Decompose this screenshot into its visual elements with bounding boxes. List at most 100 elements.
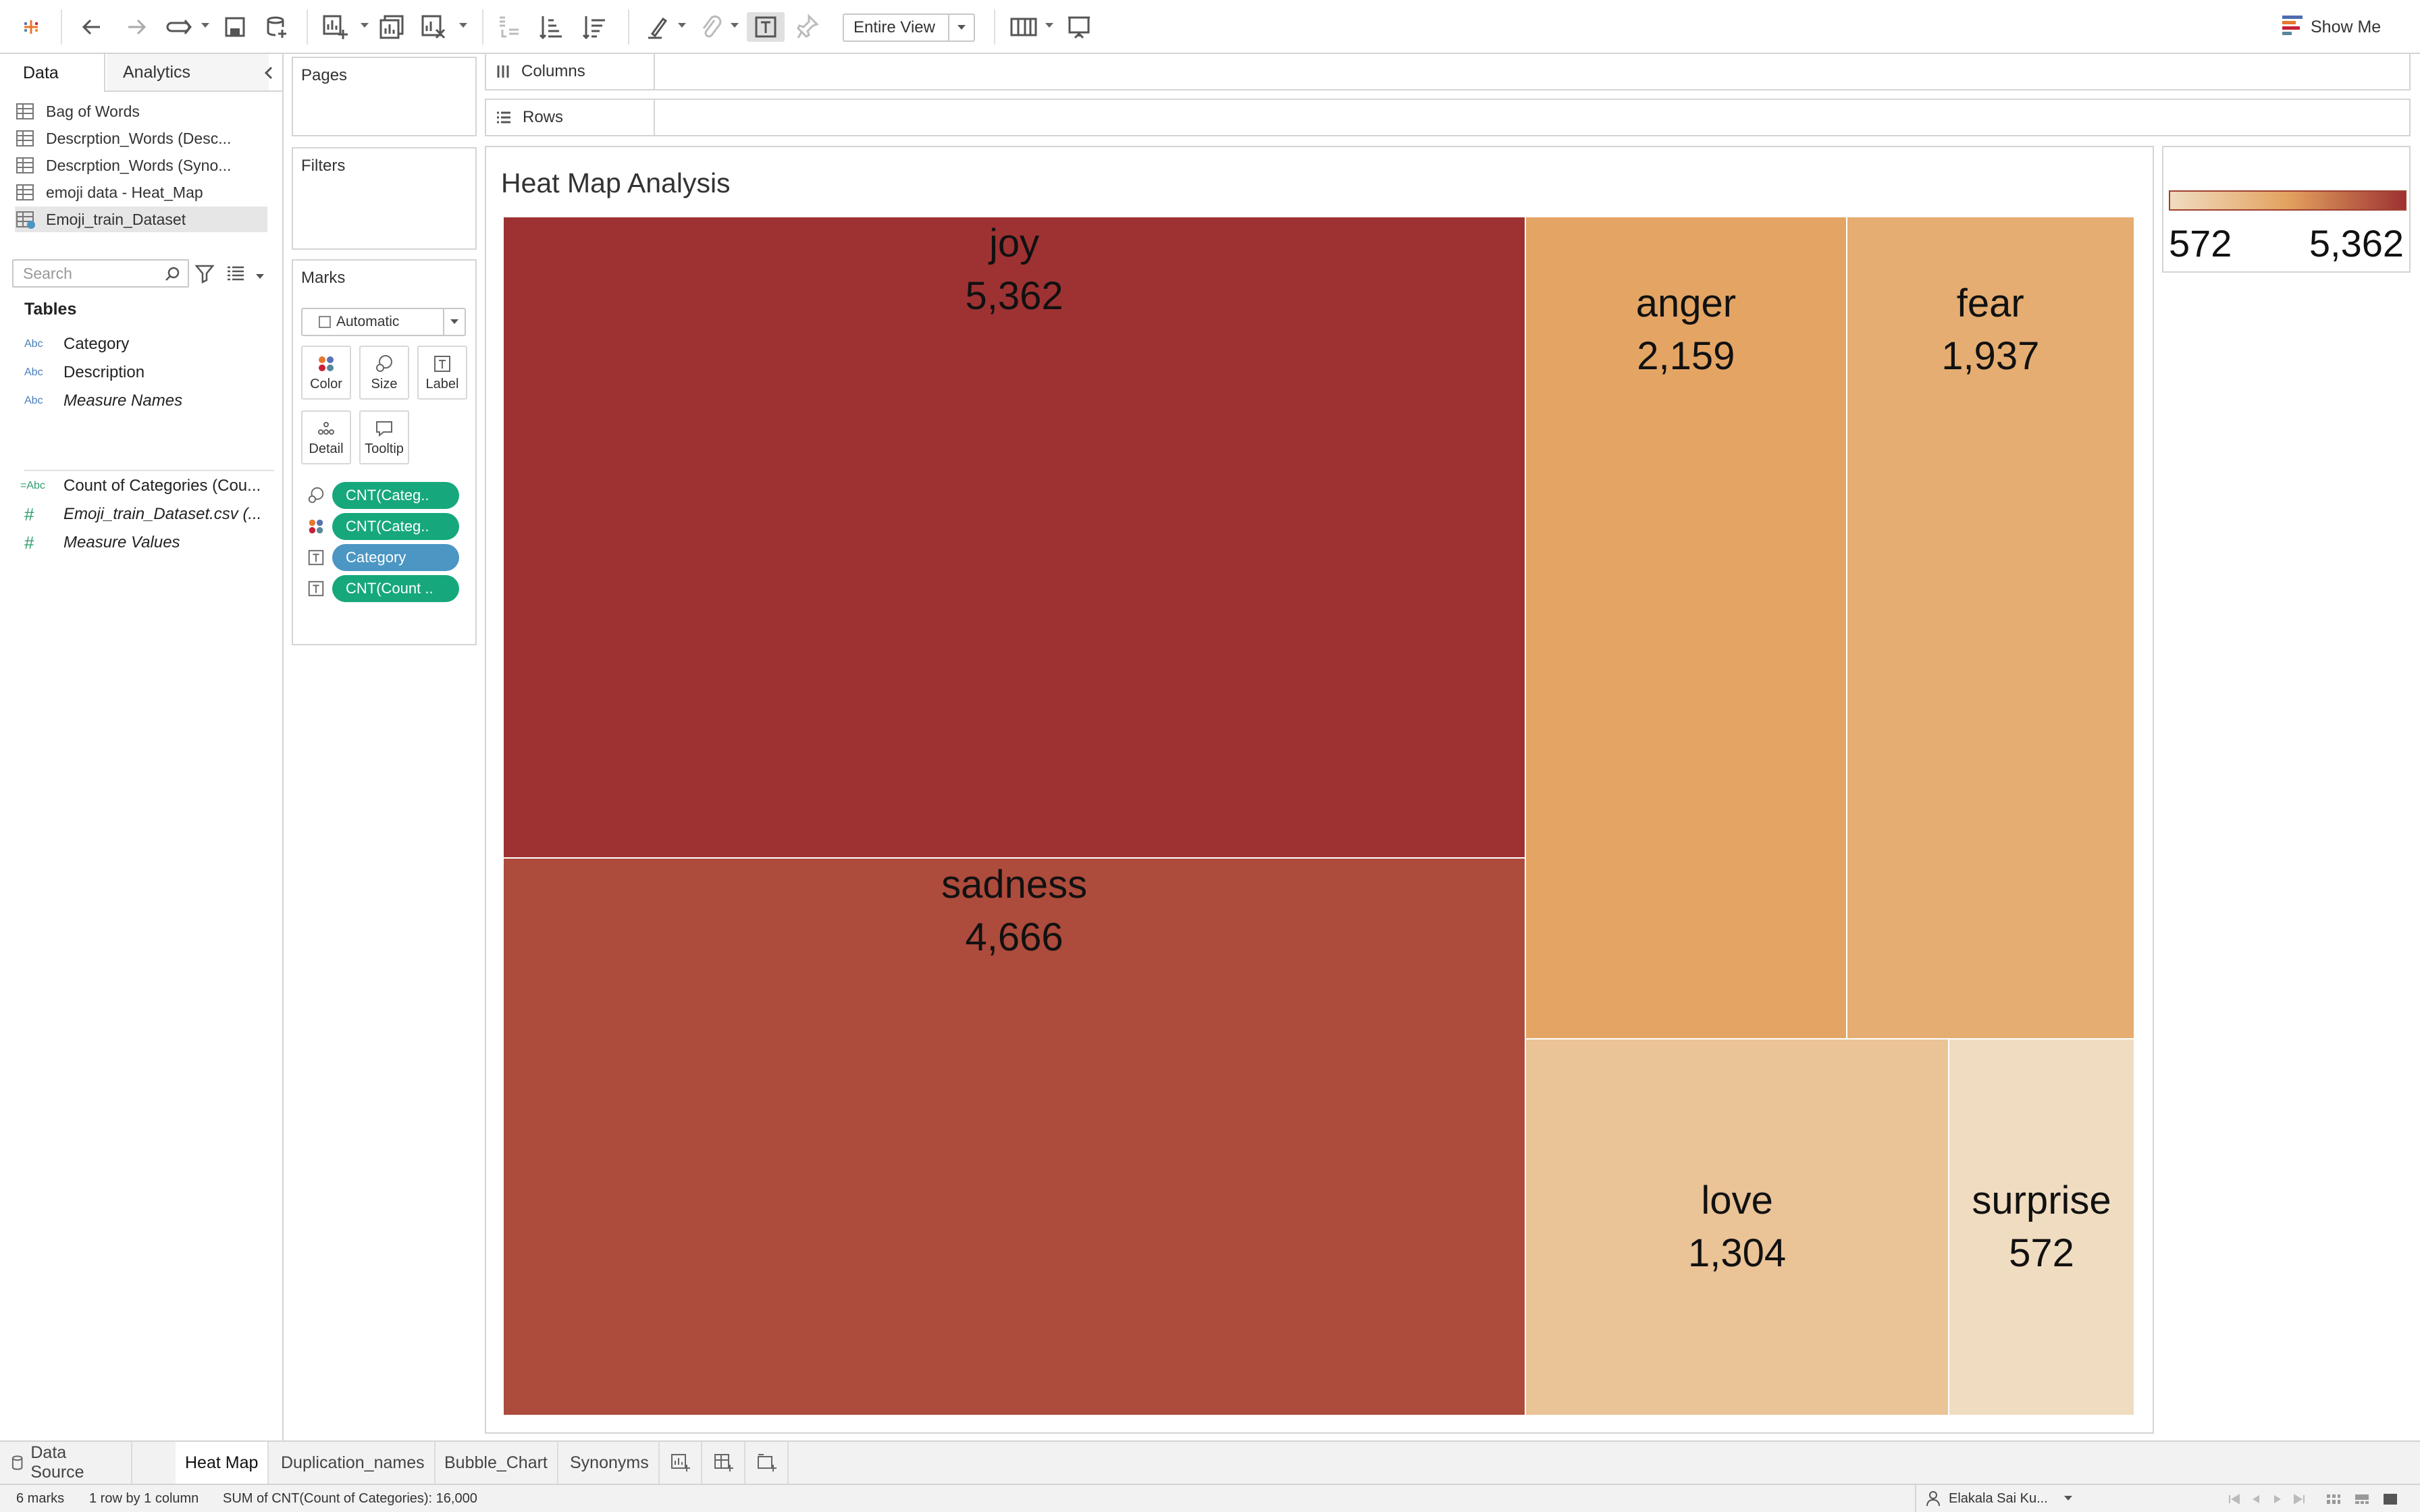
color-legend-min: 572 xyxy=(2169,222,2232,265)
label-field-pill-count[interactable]: CNT(Count .. xyxy=(332,575,459,602)
collapse-pane-icon[interactable] xyxy=(262,65,275,84)
columns-icon xyxy=(497,65,509,78)
highlight-icon[interactable] xyxy=(646,12,670,42)
data-source-icon xyxy=(16,184,34,200)
treemap-tile-value-label: 5,362 xyxy=(965,274,1063,319)
data-pane: Data Analytics Bag of Words Descrption_W… xyxy=(0,54,284,1440)
run-update-icon[interactable] xyxy=(165,12,194,42)
show-mark-labels-icon[interactable] xyxy=(747,12,785,42)
first-page-icon[interactable] xyxy=(2228,1493,2240,1509)
group-members-icon[interactable] xyxy=(698,12,722,42)
new-worksheet-icon[interactable] xyxy=(321,12,350,42)
data-source-item[interactable]: Descrption_Words (Syno... xyxy=(15,153,267,178)
marks-title: Marks xyxy=(301,269,346,287)
filter-icon[interactable] xyxy=(194,263,215,287)
color-button[interactable]: Color xyxy=(301,346,351,400)
sort-descending-icon[interactable] xyxy=(581,12,608,42)
tab-data-source[interactable]: Data Source xyxy=(0,1442,132,1484)
label-field-pill-category[interactable]: Category xyxy=(332,544,459,571)
next-page-icon[interactable] xyxy=(2273,1493,2282,1509)
undo-icon[interactable] xyxy=(80,12,107,42)
field-category[interactable]: Abc Category xyxy=(24,331,274,358)
field-description[interactable]: Abc Description xyxy=(24,359,274,386)
show-me-label: Show Me xyxy=(2311,17,2382,36)
treemap-tile-anger[interactable]: anger 2,159 xyxy=(1526,217,1846,1039)
treemap-tile-love[interactable]: love 1,304 xyxy=(1526,1040,1949,1415)
new-data-source-icon[interactable] xyxy=(265,12,289,42)
treemap-tile-fear[interactable]: fear 1,937 xyxy=(1847,217,2134,1039)
swap-rows-columns-icon[interactable] xyxy=(496,12,523,42)
detail-button[interactable]: Detail xyxy=(301,410,351,464)
field-measure-names[interactable]: Abc Measure Names xyxy=(24,387,274,414)
pin-axes-icon[interactable] xyxy=(795,12,820,42)
rows-shelf[interactable]: Rows xyxy=(485,99,2411,136)
color-field-pill[interactable]: CNT(Categ.. xyxy=(332,513,459,540)
save-icon[interactable] xyxy=(223,12,247,42)
user-name: Elakala Sai Ku... xyxy=(1949,1490,2048,1506)
treemap-chart[interactable]: joy 5,362 sadness 4,666 anger 2,159 fear 1,937 l… xyxy=(504,217,2135,1416)
list-view-icon[interactable] xyxy=(226,265,246,286)
treemap-tile-value-label: 1,937 xyxy=(1941,334,2040,379)
new-worksheet-tab-icon[interactable] xyxy=(660,1442,702,1484)
filters-card[interactable]: Filters xyxy=(292,147,477,250)
new-dashboard-tab-icon[interactable] xyxy=(704,1442,745,1484)
search-placeholder: Search xyxy=(23,264,72,282)
duplicate-sheet-icon[interactable] xyxy=(378,12,406,42)
string-type-icon: Abc xyxy=(24,395,43,406)
treemap-tile-surprise[interactable]: surprise 572 xyxy=(1949,1040,2134,1415)
color-legend[interactable]: 572 5,362 xyxy=(2162,146,2411,273)
tab-duplication-names[interactable]: Duplication_names xyxy=(271,1442,436,1484)
data-source-item[interactable]: Descrption_Words (Desc... xyxy=(15,126,267,151)
new-story-tab-icon[interactable] xyxy=(747,1442,789,1484)
mark-type-dropdown[interactable]: Automatic xyxy=(301,308,466,336)
data-source-item-active[interactable]: Emoji_train_Dataset xyxy=(15,207,267,232)
tab-analytics[interactable]: Analytics xyxy=(107,54,269,90)
field-measure-values[interactable]: # Measure Values xyxy=(24,529,274,556)
data-source-item[interactable]: emoji data - Heat_Map xyxy=(15,180,267,205)
treemap-tile-category-label: joy xyxy=(989,221,1040,265)
filmstrip-view-icon[interactable] xyxy=(2354,1493,2370,1509)
size-button[interactable]: Size xyxy=(359,346,409,400)
tab-bubble-chart[interactable]: Bubble_Chart xyxy=(435,1442,558,1484)
tab-synonyms[interactable]: Synonyms xyxy=(560,1442,660,1484)
field-emoji-train-dataset-count[interactable]: # Emoji_train_Dataset.csv (... xyxy=(24,501,274,528)
tableau-logo-icon[interactable] xyxy=(20,12,42,42)
previous-page-icon[interactable] xyxy=(2251,1493,2261,1509)
tooltip-button[interactable]: Tooltip xyxy=(359,410,409,464)
last-page-icon[interactable] xyxy=(2293,1493,2305,1509)
marks-pill-row: Category xyxy=(305,544,459,571)
sort-ascending-icon[interactable] xyxy=(537,12,564,42)
data-source-item[interactable]: Bag of Words xyxy=(15,99,267,124)
worksheet-view: Heat Map Analysis joy 5,362 sadness 4,666 an… xyxy=(485,146,2154,1434)
label-button[interactable]: Label xyxy=(417,346,467,400)
search-input[interactable]: Search xyxy=(12,259,189,288)
tab-heat-map[interactable]: Heat Map xyxy=(176,1442,269,1484)
clear-sheet-icon[interactable] xyxy=(420,12,448,42)
data-source-connected-icon xyxy=(16,211,35,229)
measure-type-icon: # xyxy=(24,504,34,524)
pages-card[interactable]: Pages xyxy=(292,57,477,136)
treemap-tile-value-label: 572 xyxy=(2009,1231,2074,1276)
chevron-down-icon[interactable] xyxy=(255,271,265,284)
tabs-view-icon[interactable] xyxy=(2382,1493,2398,1509)
data-source-icon xyxy=(16,103,34,119)
presentation-mode-icon[interactable] xyxy=(1066,12,1093,42)
treemap-tile-sadness[interactable]: sadness 4,666 xyxy=(504,858,1525,1415)
color-icon xyxy=(319,356,334,371)
show-cards-icon[interactable] xyxy=(1009,12,1038,42)
treemap-tile-joy[interactable]: joy 5,362 xyxy=(504,217,1525,857)
fit-dropdown[interactable]: Entire View xyxy=(843,14,975,42)
redo-icon[interactable] xyxy=(123,12,150,42)
size-field-pill[interactable]: CNT(Categ.. xyxy=(332,482,459,509)
columns-shelf[interactable]: Columns xyxy=(485,53,2411,90)
tab-data[interactable]: Data xyxy=(0,54,105,92)
size-icon xyxy=(376,355,392,372)
data-source-label: emoji data - Heat_Map xyxy=(46,183,203,201)
mark-type-square-icon xyxy=(319,316,331,328)
field-label: Description xyxy=(63,363,145,381)
field-count-of-categories[interactable]: =Abc Count of Categories (Cou... xyxy=(20,473,270,500)
chevron-down-icon xyxy=(443,309,465,335)
user-account-dropdown[interactable]: Elakala Sai Ku... xyxy=(1915,1485,2082,1512)
show-me-button[interactable]: Show Me xyxy=(2281,12,2381,42)
grid-view-icon[interactable] xyxy=(2325,1493,2342,1509)
